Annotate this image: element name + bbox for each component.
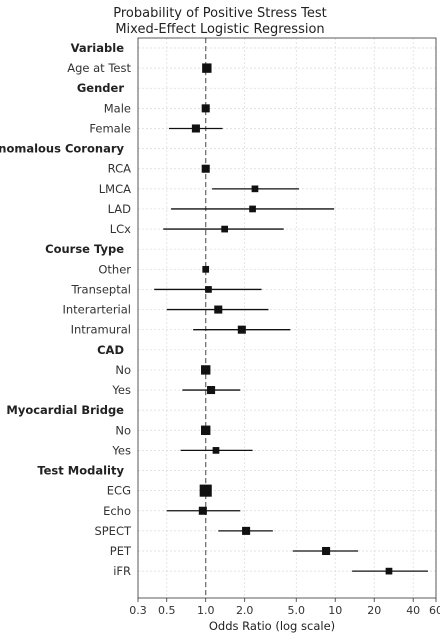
row-label: Other: [98, 262, 131, 276]
gridlines: [137, 38, 437, 598]
point-estimate: [249, 205, 256, 213]
row-label: Female: [89, 121, 131, 135]
row-label: LMCA: [99, 182, 131, 196]
point-estimate: [322, 546, 331, 556]
point-estimate: [201, 104, 210, 113]
point-estimate: [199, 484, 212, 497]
rows: Variable Age at Test Gender Male Female Anoma…: [0, 41, 428, 578]
point-estimate: [191, 124, 200, 133]
row-label: Transeptal: [70, 282, 131, 296]
x-tick-label: 2.0: [236, 604, 254, 617]
point-estimate: [198, 506, 207, 515]
row-label: No: [115, 363, 131, 377]
x-axis: 0.3 0.5 1.0 2.0 5.0 10 20 40 60: [129, 598, 440, 617]
row-label: PET: [110, 544, 132, 558]
point-estimate: [201, 365, 211, 375]
row-label: ECG: [107, 484, 131, 498]
point-estimate: [385, 567, 393, 575]
group-header: CAD: [97, 343, 124, 357]
group-header: Anomalous Coronary: [0, 142, 124, 156]
point-estimate: [221, 225, 228, 233]
row-label: LAD: [108, 202, 132, 216]
x-tick-label: 40: [406, 604, 420, 617]
row-label: Yes: [111, 383, 131, 397]
x-axis-label: Odds Ratio (log scale): [209, 619, 335, 633]
row-label: Male: [104, 101, 131, 115]
point-estimate: [212, 447, 220, 454]
row-label: Yes: [111, 443, 131, 457]
row-label: LCx: [110, 222, 131, 236]
point-estimate: [202, 63, 212, 73]
row-label: SPECT: [94, 524, 132, 538]
point-estimate: [201, 164, 210, 173]
row-label: Age at Test: [67, 61, 131, 75]
x-tick-label: 60: [429, 604, 440, 617]
chart-subtitle: Mixed-Effect Logistic Regression: [115, 22, 324, 37]
point-estimate: [237, 325, 246, 334]
chart-title: Probability of Positive Stress Test: [113, 6, 326, 21]
point-estimate: [242, 526, 251, 535]
x-tick-label: 0.5: [158, 604, 176, 617]
group-header: Course Type: [45, 242, 124, 256]
row-label: Interarterial: [62, 303, 131, 317]
row-label: iFR: [113, 564, 131, 578]
plot-frame: [137, 37, 437, 599]
x-tick-label: 0.3: [129, 604, 147, 617]
x-tick-label: 10: [328, 604, 342, 617]
point-estimate: [202, 265, 210, 273]
point-estimate: [207, 386, 216, 395]
point-estimate: [201, 425, 211, 435]
group-header: Gender: [77, 81, 124, 95]
point-estimate: [214, 305, 223, 314]
row-label: Intramural: [71, 323, 131, 337]
point-estimate: [205, 286, 212, 293]
x-tick-label: 20: [367, 604, 381, 617]
row-label: Echo: [103, 504, 131, 518]
row-label: No: [115, 423, 131, 437]
point-estimate: [251, 185, 259, 193]
x-tick-label: 5.0: [287, 604, 305, 617]
group-header: Variable: [71, 41, 125, 55]
group-header: Test Modality: [37, 464, 124, 478]
row-label: RCA: [108, 162, 131, 176]
x-tick-label: 1.0: [197, 604, 215, 617]
group-header: Myocardial Bridge: [6, 403, 124, 417]
